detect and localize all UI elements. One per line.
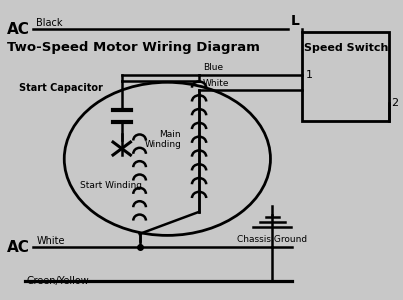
Text: White: White (37, 236, 65, 246)
Text: Main
Winding: Main Winding (144, 130, 181, 149)
Text: L: L (290, 14, 299, 28)
Text: AC: AC (7, 240, 29, 255)
Text: Blue: Blue (203, 63, 223, 72)
Text: Start Capacitor: Start Capacitor (19, 83, 102, 93)
Text: White: White (203, 79, 230, 88)
Text: Two-Speed Motor Wiring Diagram: Two-Speed Motor Wiring Diagram (7, 41, 260, 54)
Text: AC: AC (7, 22, 29, 37)
Text: Green/Yellow: Green/Yellow (27, 276, 89, 286)
Text: Black: Black (37, 18, 63, 28)
Text: 1: 1 (306, 70, 313, 80)
Text: Start Winding: Start Winding (80, 181, 142, 190)
Text: Chassis Ground: Chassis Ground (237, 236, 307, 244)
Bar (302, 32, 389, 121)
Text: 2: 2 (391, 98, 399, 108)
Text: Speed Switch: Speed Switch (303, 43, 388, 53)
